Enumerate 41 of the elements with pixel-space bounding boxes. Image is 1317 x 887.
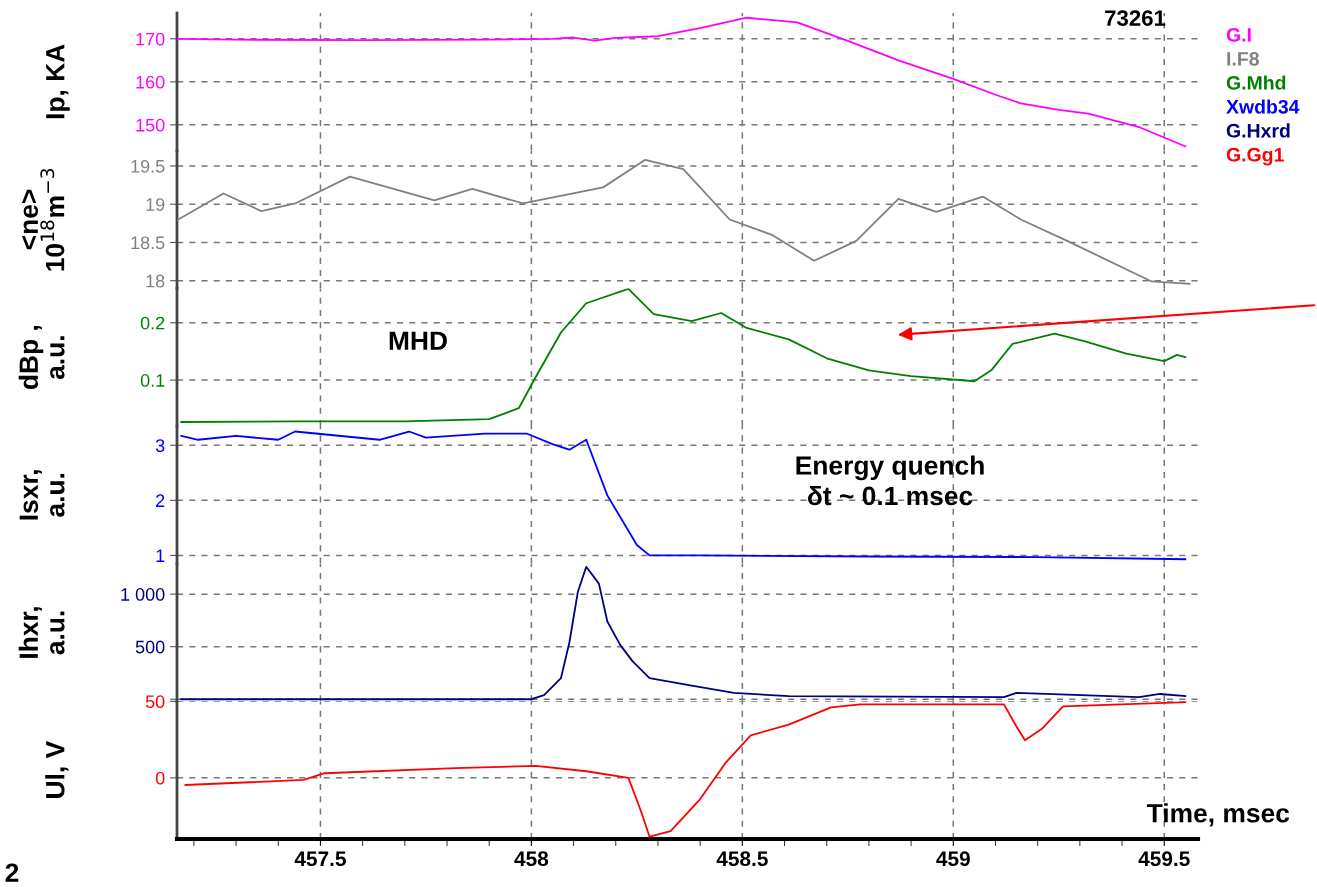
y-tick-label: 170 [136, 32, 165, 46]
line-series [180, 430, 1187, 561]
y-tick-label: 18 [146, 274, 165, 288]
text: G.Gg1 [1226, 147, 1284, 166]
x-axis-title: Time, msec [1146, 803, 1290, 827]
y-tick-label: 19 [146, 198, 165, 211]
y-tick-label: 1 [156, 549, 165, 562]
line-series [180, 565, 1187, 701]
text: Xwdb34 [1226, 99, 1300, 114]
y-tick-label: 50 [145, 695, 165, 709]
y-tick-label: 2 [156, 494, 165, 507]
y-tick-label: 500 [135, 640, 165, 654]
annotation: 73261 [1105, 10, 1166, 26]
annotation: Energy quench δt ~ 0.1 msec [796, 455, 984, 506]
annotation: MHD [389, 331, 447, 350]
line-series [180, 288, 1187, 423]
y-tick-label: 160 [136, 75, 165, 89]
y-tick-label: 150 [136, 118, 165, 132]
x-tick-label: 457.5 [294, 851, 346, 867]
y-axis-title: Ip, KA [46, 44, 70, 119]
x-tick-label: 458 [514, 851, 549, 867]
text: G.Mhd [1226, 75, 1286, 90]
y-tick-label: 0.2 [140, 316, 165, 330]
text: G.I [1226, 28, 1251, 42]
x-tick-label: 459 [936, 851, 970, 867]
y-axis-title: <ne> 10$^{18}$m$^{−3}$ [21, 168, 65, 271]
y-tick-label: 1 000 [121, 588, 165, 601]
y-tick-label: 3 [155, 439, 165, 452]
y-axis-title: Ihxr, a.u. [18, 607, 65, 658]
y-axis-title: Isxr, a.u. [19, 470, 65, 520]
x-tick-label: 459.5 [1138, 851, 1190, 867]
y-tick-label: 0.1 [140, 374, 165, 387]
text: 2 [5, 863, 19, 882]
y-tick-label: 18.5 [131, 236, 165, 250]
text: G.Hxrd [1226, 123, 1290, 138]
y-axis-title: Ul, V [45, 741, 69, 798]
y-tick-label: 0 [155, 771, 165, 785]
y-tick-label: 19.5 [131, 159, 165, 173]
text: I.F8 [1227, 51, 1259, 66]
x-tick-label: 458.5 [716, 851, 768, 867]
y-axis-title: dBp , a.u. [18, 325, 65, 390]
